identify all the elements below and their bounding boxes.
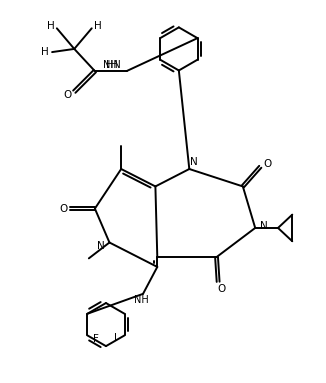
- Text: F: F: [93, 334, 99, 344]
- Text: N: N: [190, 157, 198, 167]
- Text: O: O: [63, 90, 71, 100]
- Text: O: O: [59, 204, 67, 214]
- Text: HN: HN: [106, 61, 121, 70]
- Text: NH: NH: [103, 61, 118, 70]
- Text: I: I: [114, 333, 117, 343]
- Text: N: N: [260, 221, 268, 231]
- Text: H: H: [47, 21, 55, 31]
- Text: N: N: [97, 241, 104, 251]
- Text: O: O: [218, 284, 226, 294]
- Text: O: O: [263, 159, 271, 169]
- Text: NH: NH: [134, 295, 149, 304]
- Text: H: H: [41, 47, 49, 57]
- Text: H: H: [94, 21, 101, 31]
